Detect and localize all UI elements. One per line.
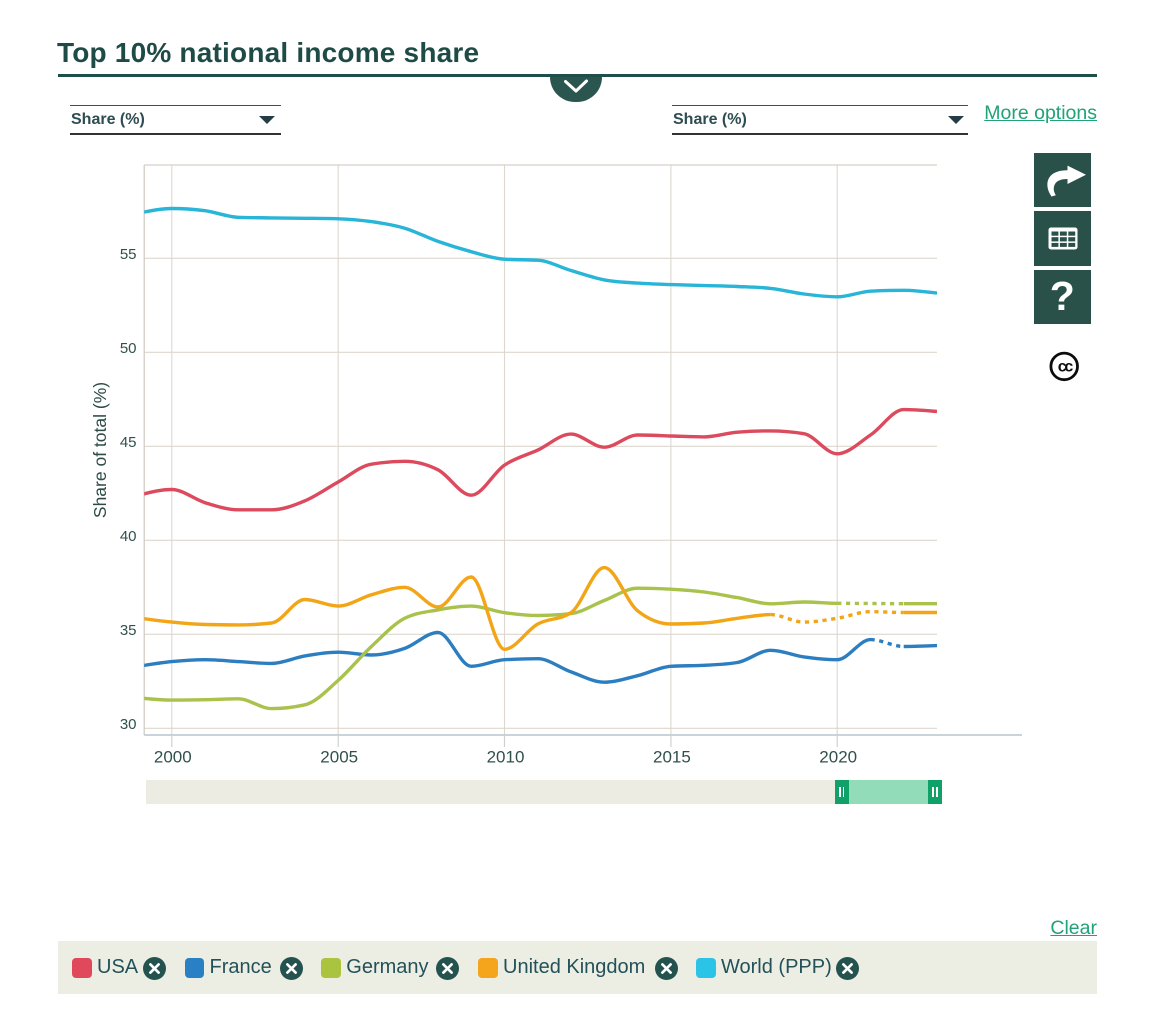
svg-text:2020: 2020: [819, 748, 857, 767]
svg-text:40: 40: [120, 528, 137, 545]
svg-text:30: 30: [120, 716, 137, 733]
svg-text:cc: cc: [1058, 359, 1074, 376]
svg-text:2005: 2005: [320, 748, 358, 767]
svg-text:Share of total (%): Share of total (%): [90, 382, 110, 518]
svg-text:50: 50: [120, 340, 137, 357]
svg-text:35: 35: [120, 622, 137, 639]
svg-text:2000: 2000: [154, 748, 192, 767]
svg-text:2010: 2010: [487, 748, 525, 767]
svg-text:55: 55: [120, 246, 137, 263]
svg-text:2015: 2015: [653, 748, 691, 767]
svg-text:45: 45: [120, 434, 137, 451]
